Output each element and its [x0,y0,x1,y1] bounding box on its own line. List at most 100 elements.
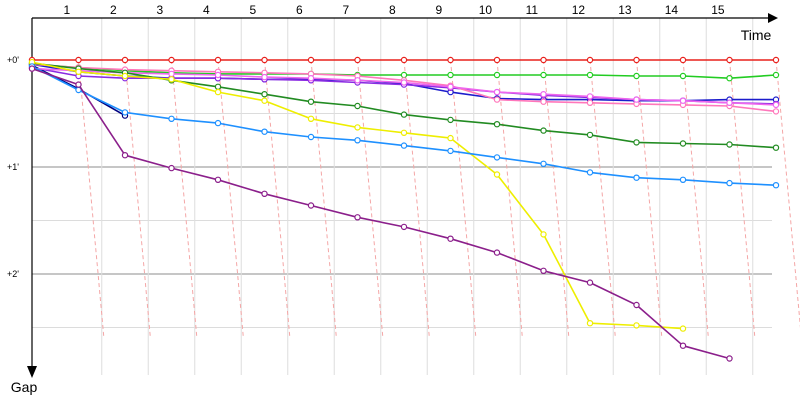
data-point [726,99,733,107]
data-point [354,102,361,110]
data-point [633,301,640,309]
tick-labels: 1 2 3 4 5 6 7 8 9 10 11 12 13 14 15+0'+1'+2' [7,3,725,279]
x-axis-title: Time [741,27,772,43]
data-point [679,56,687,64]
data-point [493,249,501,256]
data-point [168,76,175,83]
data-point [400,56,408,64]
data-point [75,81,82,88]
data-point [354,77,361,84]
lap-stripe [543,59,570,339]
data-point [447,83,454,91]
x-tick-label: 15 [711,3,725,17]
lap-stripe [589,59,616,339]
y-tick-label: +1' [7,162,19,172]
x-tick-label: 7 [343,3,350,17]
data-point [493,56,501,64]
data-point [447,235,454,242]
data-point [586,71,594,79]
data-point [447,56,454,64]
data-point [633,72,640,80]
x-tick-label: 12 [572,3,586,17]
lap-stripe [264,59,291,339]
data-point [447,134,454,142]
y-axis-arrow-icon [27,366,37,378]
data-point [586,93,594,100]
y-tick-label: +2' [7,269,19,279]
data-point [493,120,501,128]
data-point [400,111,408,118]
x-tick-label: 14 [665,3,679,17]
data-point [168,164,175,172]
data-point [354,124,361,131]
data-point [261,97,268,104]
data-point [168,70,175,78]
data-point [75,68,82,76]
data-point [726,179,733,187]
data-point [586,279,594,286]
data-point [261,56,268,64]
data-point [540,71,547,79]
x-tick-label: 8 [389,3,396,17]
data-point [540,127,547,134]
data-point [726,141,733,148]
data-point [540,231,547,238]
data-point [772,108,780,115]
data-point [772,71,780,79]
series-lines [28,56,780,362]
series-line [31,67,730,360]
lap-stripe [171,59,198,339]
x-axis-arrow-icon [768,13,778,23]
lap-stripe [682,59,709,339]
data-point [447,147,454,155]
data-point [400,71,408,79]
data-point [354,56,361,64]
data-point [75,56,82,64]
data-point [400,223,408,231]
x-tick-label: 2 [110,3,117,17]
data-point [586,131,594,139]
data-point [168,115,175,123]
lap-stripe [729,59,756,339]
data-point [307,202,315,209]
lap-stripe [124,59,151,339]
series-5 [28,61,780,115]
data-point [307,74,315,82]
data-point [772,101,780,109]
data-point [540,56,547,64]
lap-stripe [636,59,663,339]
data-point [493,96,501,103]
lap-stripe [310,59,337,339]
series-0 [28,56,780,64]
data-point [726,355,733,362]
lap-stripe [357,59,384,339]
data-point [121,56,129,64]
data-point [772,56,780,64]
data-point [168,56,175,64]
data-point [354,137,361,144]
data-point [307,56,315,64]
data-point [586,169,594,176]
data-point [307,133,315,141]
axes: Time Gap [11,13,778,395]
data-point [493,71,501,79]
data-point [586,56,594,64]
series-6 [28,65,780,109]
data-point [493,171,501,178]
x-tick-label: 13 [618,3,632,17]
data-point [540,98,547,105]
y-axis-title: Gap [11,379,38,395]
data-point [214,88,222,96]
x-tick-label: 3 [157,3,164,17]
data-point [679,325,687,332]
data-point [726,74,733,82]
data-point [679,342,687,349]
data-point [307,98,315,105]
data-point [447,71,454,79]
data-point [214,119,222,127]
data-point [214,83,222,91]
data-point [214,56,222,64]
data-point [633,322,640,329]
data-point [493,154,501,161]
